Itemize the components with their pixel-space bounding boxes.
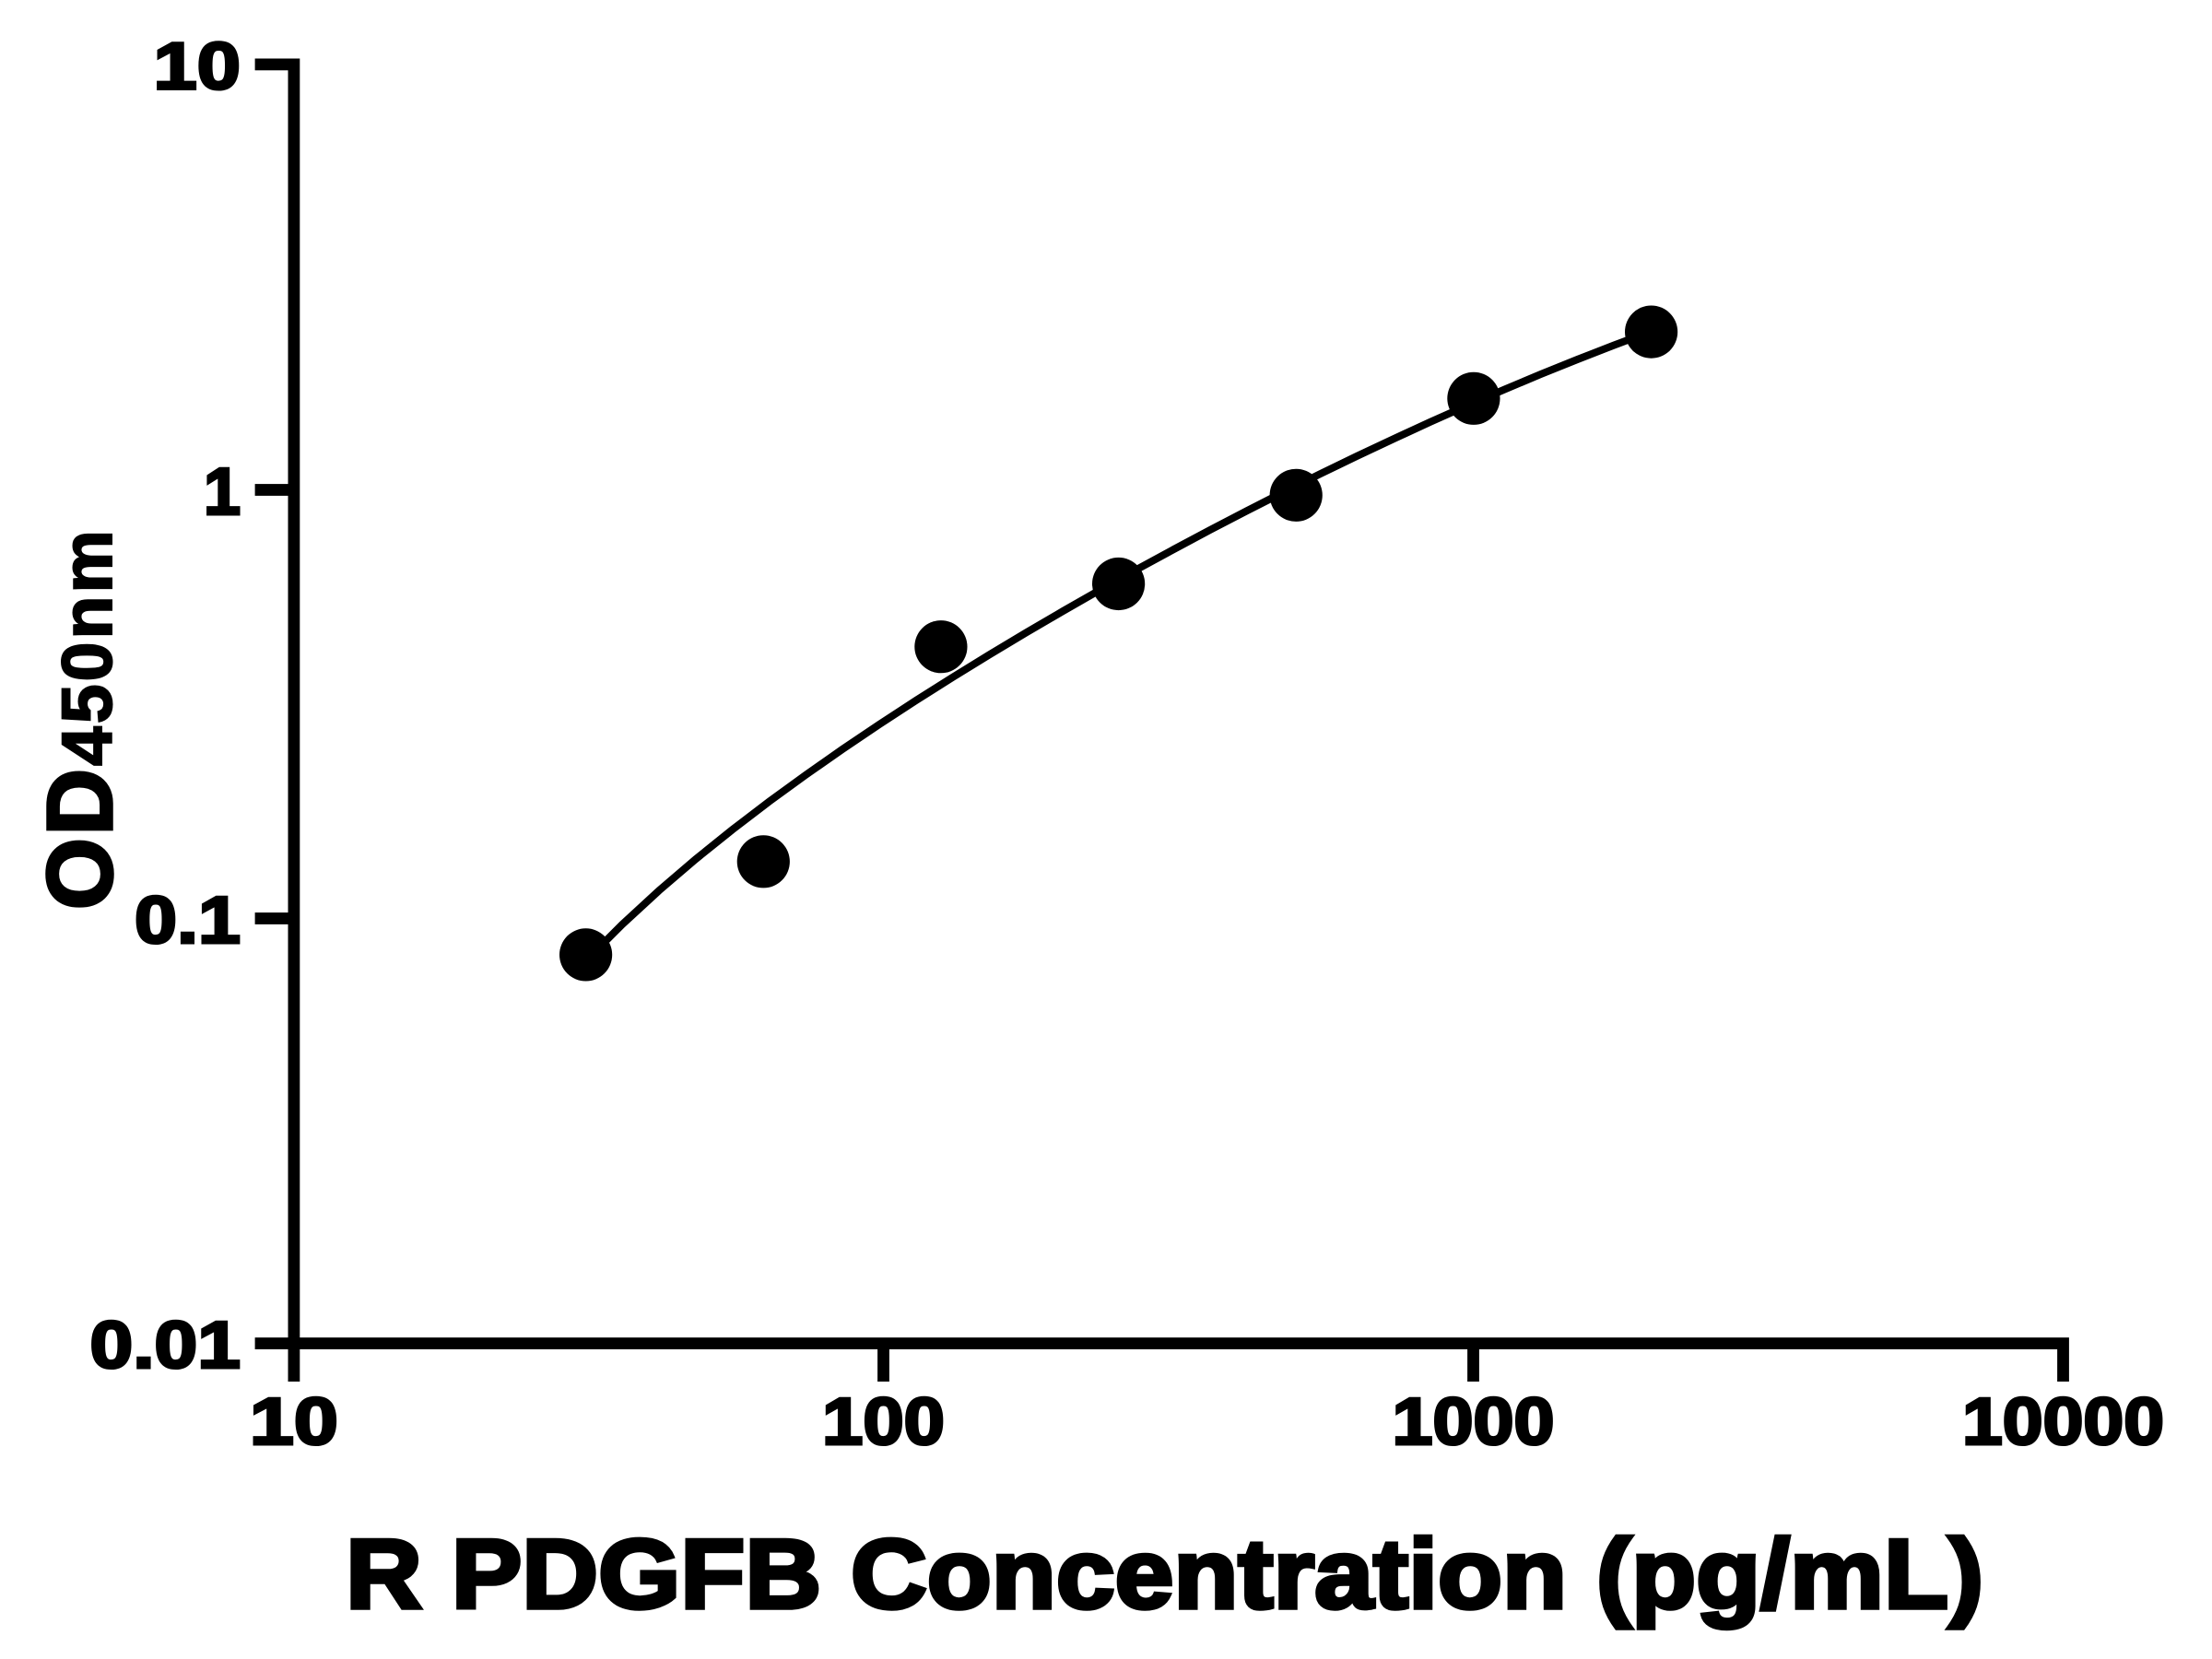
svg-text:10000: 10000 xyxy=(1962,1385,2164,1459)
svg-text:0.1: 0.1 xyxy=(135,884,241,958)
svg-text:R PDGFB Concentration (pg/mL): R PDGFB Concentration (pg/mL) xyxy=(346,1519,1983,1630)
svg-text:10: 10 xyxy=(250,1385,338,1459)
svg-text:1000: 1000 xyxy=(1393,1385,1555,1459)
svg-text:100: 100 xyxy=(822,1385,945,1459)
svg-text:0.01: 0.01 xyxy=(90,1309,241,1382)
svg-text:10: 10 xyxy=(154,29,241,103)
svg-text:1: 1 xyxy=(204,455,241,529)
svg-text:OD450nm: OD450nm xyxy=(29,527,132,910)
